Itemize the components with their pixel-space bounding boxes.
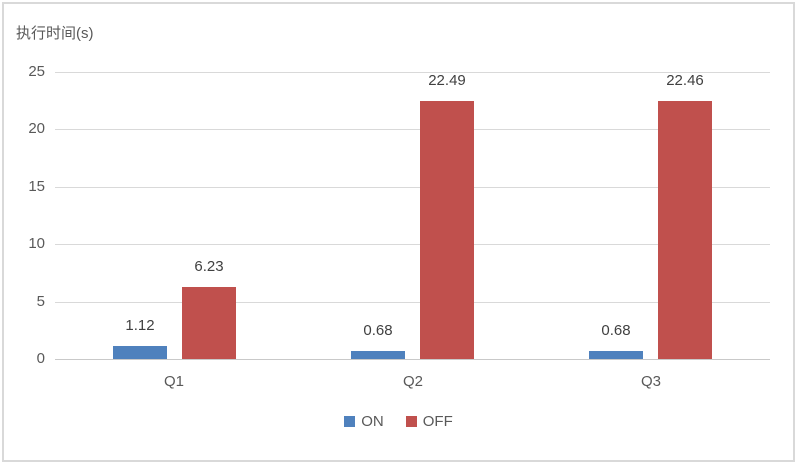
legend-swatch-icon	[405, 415, 417, 427]
y-tick-label: 20	[28, 120, 45, 137]
bar-off-q2	[420, 101, 474, 359]
bar-on-q3	[589, 351, 643, 359]
legend-item-on: ON	[344, 413, 384, 430]
bar-on-q1	[113, 346, 167, 359]
gridline	[55, 244, 770, 245]
data-label: 1.12	[125, 317, 155, 334]
x-tick-label: Q2	[402, 373, 423, 390]
data-label: 6.23	[194, 258, 224, 275]
y-axis-title: 执行时间(s)	[16, 25, 94, 42]
gridline	[55, 302, 770, 303]
y-tick-label: 5	[36, 293, 45, 310]
x-tick-label: Q1	[163, 373, 184, 390]
y-tick-label: 10	[28, 235, 45, 252]
y-tick-label: 25	[28, 63, 45, 80]
legend-label: ON	[361, 412, 384, 430]
y-tick-label: 0	[36, 350, 45, 367]
legend: ON OFF	[0, 410, 797, 432]
x-tick-label: Q3	[640, 373, 661, 390]
bar-on-q2	[351, 351, 405, 359]
gridline	[55, 72, 770, 73]
legend-item-off: OFF	[405, 412, 453, 430]
gridline	[55, 129, 770, 130]
bar-off-q3	[658, 101, 712, 359]
data-label: 0.68	[601, 322, 631, 339]
gridline	[55, 187, 770, 188]
x-axis-line	[55, 359, 770, 360]
legend-label: OFF	[422, 412, 453, 430]
data-label: 0.68	[363, 322, 393, 339]
y-tick-label: 15	[28, 178, 45, 195]
bar-off-q1	[182, 287, 236, 359]
data-label: 22.49	[428, 72, 466, 89]
data-label: 22.46	[666, 72, 704, 89]
legend-swatch-icon	[344, 415, 356, 427]
